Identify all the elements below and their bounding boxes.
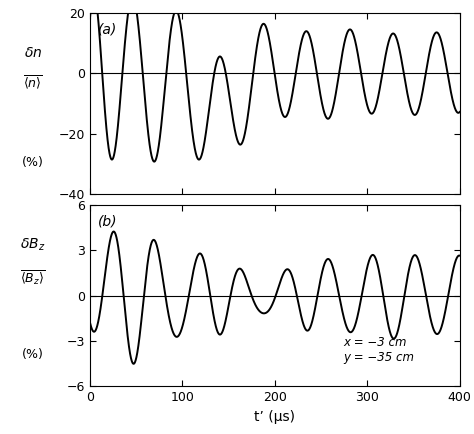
Text: (b): (b) xyxy=(98,214,117,228)
Text: $\delta B_z$: $\delta B_z$ xyxy=(20,237,46,253)
Text: x = −3 cm
y = −35 cm: x = −3 cm y = −35 cm xyxy=(343,336,414,364)
Text: $\overline{\langle B_z \rangle}$: $\overline{\langle B_z \rangle}$ xyxy=(20,268,46,287)
Text: $(\%)$: $(\%)$ xyxy=(21,154,44,169)
Text: $(\%)$: $(\%)$ xyxy=(21,346,44,361)
X-axis label: t’ (μs): t’ (μs) xyxy=(255,410,295,424)
Text: (a): (a) xyxy=(98,22,117,36)
Text: $\delta n$: $\delta n$ xyxy=(24,46,42,60)
Text: $\overline{\langle n \rangle}$: $\overline{\langle n \rangle}$ xyxy=(23,73,43,91)
